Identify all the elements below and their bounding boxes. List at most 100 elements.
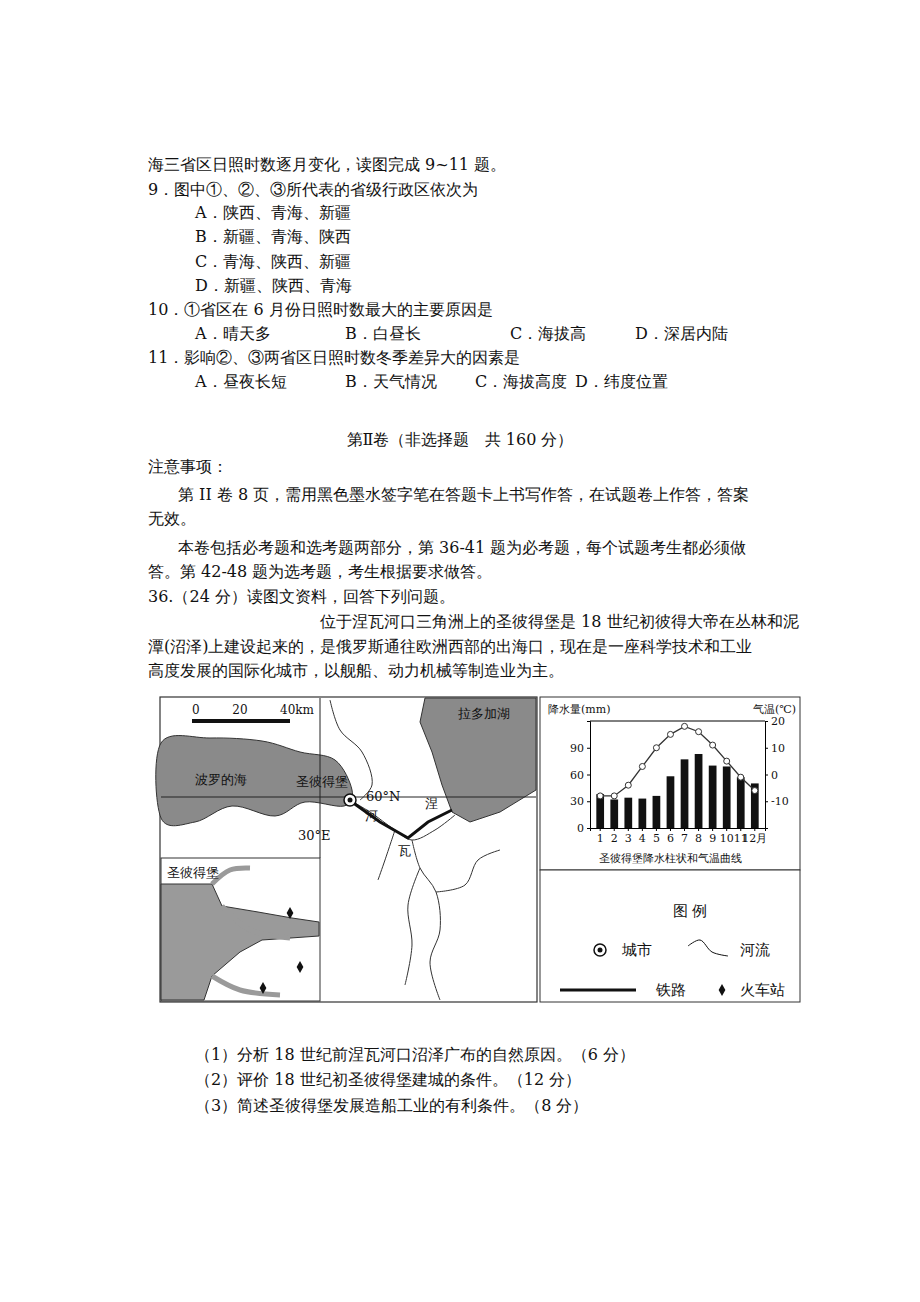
temperature-marker: [752, 788, 758, 794]
question-stem: 11．影响②、③两省区日照时数冬季差异大的因素是: [148, 348, 520, 367]
bar: [624, 798, 632, 828]
legend-river: [688, 940, 728, 956]
tick: 10: [765, 742, 785, 755]
bar: [751, 783, 759, 828]
notice-line: 第 II 卷 8 页，需用黑色墨水签字笔在答题卡上书写作答，在试题卷上作答，答案: [178, 485, 749, 504]
scale-bar: [192, 719, 290, 723]
tick-label: 9: [709, 832, 716, 845]
legend-label: 铁路: [655, 981, 686, 999]
map-label: 60°N: [366, 789, 400, 804]
tick-label: 10: [771, 742, 785, 755]
tick-mark: [754, 828, 755, 831]
temperature-marker: [667, 731, 673, 737]
temperature-marker: [724, 758, 730, 764]
bar: [723, 766, 731, 828]
tick-mark: [765, 748, 768, 749]
lake: [420, 698, 536, 822]
tick: 30: [570, 795, 590, 808]
option: C．海拔高: [510, 324, 586, 343]
tick: 10: [720, 828, 734, 845]
tick-label: 6: [667, 832, 674, 845]
temperature-marker: [639, 763, 645, 769]
tick: 12月: [742, 828, 767, 845]
legend-label: 火车站: [740, 981, 785, 999]
tick: 2: [611, 828, 618, 845]
tick-label: 0: [771, 769, 778, 782]
tick: 5: [653, 828, 660, 845]
tick: 20: [765, 715, 785, 728]
x-axis: 123456789101112月: [591, 828, 768, 845]
scale-label: 40km: [280, 703, 315, 717]
tick-mark: [698, 828, 699, 831]
y2-axis: -1001020: [765, 715, 789, 828]
tick-mark: [614, 828, 615, 831]
material-line: 位于涅瓦河口三角洲上的圣彼得堡是 18 世纪初彼得大帝在丛林和泥: [320, 612, 799, 631]
tick: 0: [577, 822, 590, 835]
map-label: 涅: [425, 796, 438, 811]
bar: [737, 777, 745, 828]
intro: 海三省区日照时数逐月变化，读图完成 9~11 题。: [148, 155, 506, 174]
map-label: 河: [365, 808, 378, 823]
y-axis-title: 降水量(mm): [548, 703, 610, 716]
scale-label: 0: [192, 703, 200, 717]
tick-label: 5: [653, 832, 660, 845]
tick: 7: [681, 828, 688, 845]
tick-label: 0: [577, 822, 584, 835]
option: D．纬度位置: [575, 372, 668, 391]
legend: 图 例城市河流铁路火车站: [540, 870, 800, 1002]
legend-label: 河流: [740, 941, 770, 959]
tick-mark: [726, 828, 727, 831]
map-label: 30°E: [298, 828, 331, 843]
legend-city: [594, 944, 606, 956]
plot-marks: [596, 723, 758, 828]
subquestion: （3）简述圣彼得堡发展造船工业的有利条件。（8 分）: [195, 1096, 588, 1115]
river: [378, 830, 395, 880]
legend-railway: [560, 989, 636, 992]
notice-line: 无效。: [148, 509, 196, 528]
scale-label: 20: [232, 703, 247, 717]
temperature-line: [600, 726, 755, 796]
bar: [695, 754, 703, 828]
tick-mark: [628, 828, 629, 831]
temperature-marker: [738, 774, 744, 780]
bar: [638, 799, 646, 828]
bar: [681, 759, 689, 828]
station: [287, 907, 294, 919]
tick-mark: [587, 801, 590, 802]
tick-mark: [587, 775, 590, 776]
tick-label: 10: [720, 832, 734, 845]
x-axis-line: [591, 829, 766, 832]
option: A．陕西、青海、新疆: [194, 203, 351, 222]
y2-axis-title: 气温(℃): [753, 703, 796, 716]
option: D．新疆、陕西、青海: [195, 276, 352, 295]
legend-city-dot: [598, 948, 603, 953]
option: A．昼夜长短: [194, 372, 287, 391]
tick: 8: [695, 828, 702, 845]
notice-line: 本卷包括必考题和选考题两部分，第 36-41 题为必考题，每个试题考生都必须做: [178, 538, 746, 557]
tick-mark: [684, 828, 685, 831]
tick-label: 12月: [742, 832, 767, 845]
tick: 6: [667, 828, 674, 845]
page: 海三省区日照时数逐月变化，读图完成 9~11 题。9．图中①、②、③所代表的省级…: [0, 0, 920, 1302]
y-axis-line: [587, 722, 591, 829]
tick: 3: [625, 828, 632, 845]
sea: [156, 736, 353, 826]
temperature-marker: [625, 782, 631, 788]
map-label: 拉多加湖: [458, 706, 510, 721]
tick-label: 3: [625, 832, 632, 845]
notice-title: 注意事项：: [148, 457, 228, 476]
tick-mark: [600, 828, 601, 831]
tick-mark: [587, 748, 590, 749]
tick: 0: [765, 769, 778, 782]
river: [405, 868, 420, 985]
tick: 4: [639, 828, 646, 845]
city-symbol: [344, 794, 356, 806]
y2-axis-line: [766, 722, 769, 829]
tick-mark: [765, 721, 768, 722]
tick: 9: [709, 828, 716, 845]
option: C．海拔高度: [475, 372, 567, 391]
option: B．天气情况: [345, 372, 437, 391]
temperature-marker: [710, 742, 716, 748]
tick-mark: [656, 828, 657, 831]
legend-station: [719, 984, 726, 996]
